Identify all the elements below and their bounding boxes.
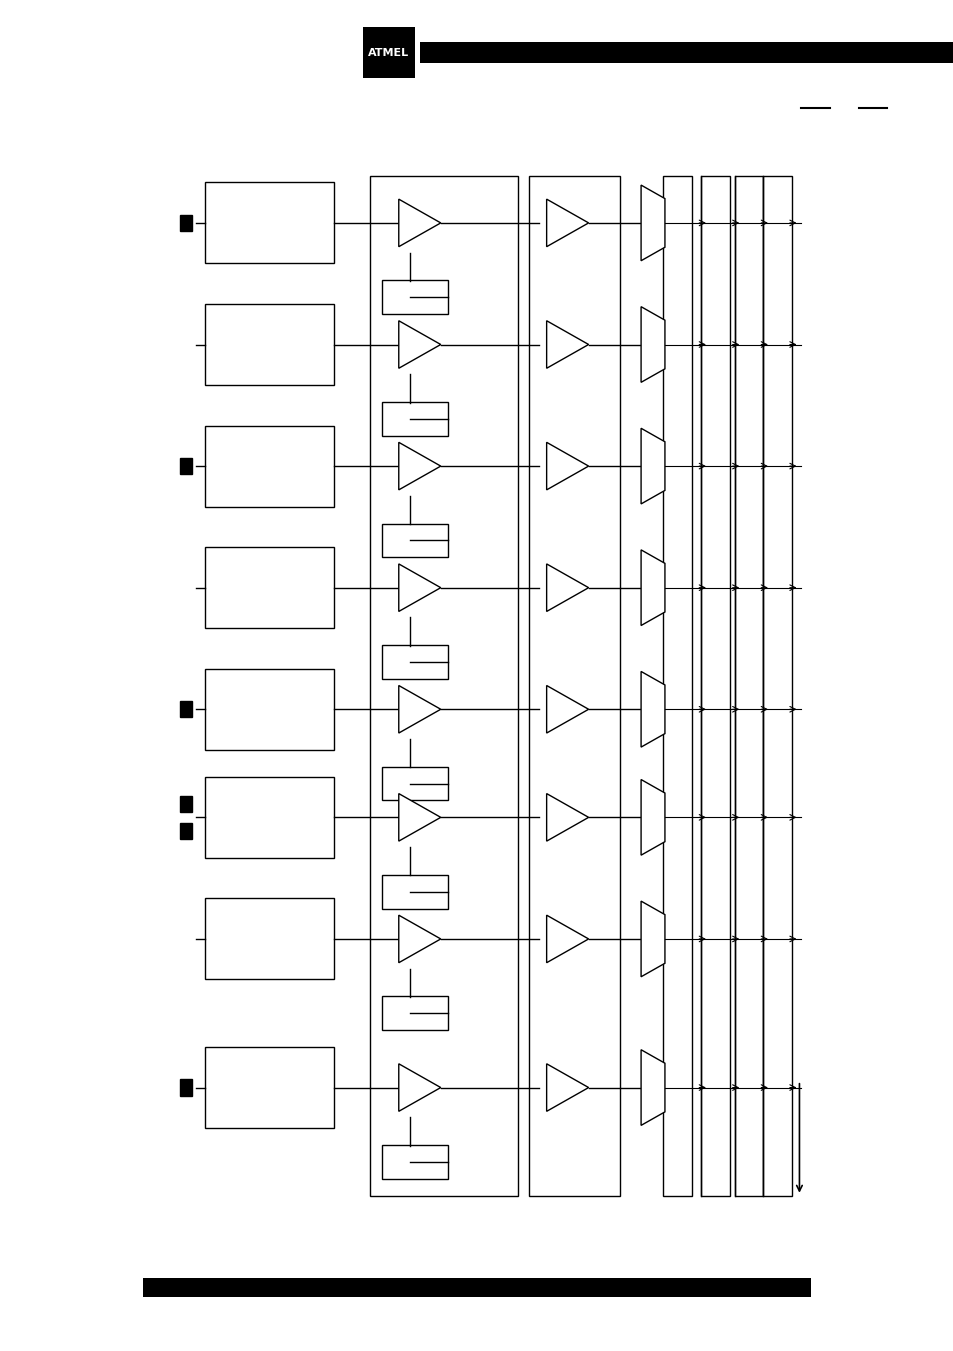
Bar	[381, 875, 448, 908]
Bar	[180, 458, 192, 474]
Bar	[419, 42, 953, 63]
Polygon shape	[640, 901, 664, 977]
Bar	[180, 796, 192, 812]
Polygon shape	[546, 685, 588, 734]
Bar	[370, 176, 517, 1196]
Bar	[381, 403, 448, 435]
Bar	[180, 1079, 192, 1096]
Bar	[205, 304, 334, 385]
Polygon shape	[546, 199, 588, 247]
Bar	[529, 176, 619, 1196]
Bar	[381, 767, 448, 800]
Bar	[700, 176, 729, 1196]
Bar	[205, 669, 334, 750]
Bar	[205, 777, 334, 858]
Bar	[662, 176, 691, 1196]
Polygon shape	[546, 915, 588, 963]
Polygon shape	[398, 199, 440, 247]
Polygon shape	[398, 442, 440, 490]
Polygon shape	[546, 1063, 588, 1112]
Bar	[180, 823, 192, 839]
Bar	[381, 646, 448, 680]
Polygon shape	[546, 793, 588, 842]
Bar	[205, 1047, 334, 1128]
Polygon shape	[640, 185, 664, 261]
Polygon shape	[640, 1050, 664, 1125]
Bar	[205, 182, 334, 263]
Text: ATMEL: ATMEL	[368, 47, 409, 58]
Bar	[180, 701, 192, 717]
Polygon shape	[398, 685, 440, 734]
Polygon shape	[546, 442, 588, 490]
Bar	[205, 547, 334, 628]
Bar	[381, 997, 448, 1029]
Bar	[205, 898, 334, 979]
Polygon shape	[398, 563, 440, 612]
Polygon shape	[398, 793, 440, 842]
Polygon shape	[546, 320, 588, 369]
Bar	[362, 27, 415, 78]
Bar	[381, 281, 448, 315]
Polygon shape	[640, 780, 664, 855]
Bar	[734, 176, 762, 1196]
Polygon shape	[640, 550, 664, 626]
Polygon shape	[640, 307, 664, 382]
Bar	[143, 1278, 810, 1297]
Bar	[381, 524, 448, 558]
Bar	[381, 1146, 448, 1178]
Polygon shape	[640, 671, 664, 747]
Polygon shape	[546, 563, 588, 612]
Polygon shape	[398, 1063, 440, 1112]
Bar	[180, 215, 192, 231]
Polygon shape	[398, 915, 440, 963]
Polygon shape	[398, 320, 440, 369]
Bar	[205, 426, 334, 507]
Polygon shape	[640, 428, 664, 504]
Bar	[762, 176, 791, 1196]
